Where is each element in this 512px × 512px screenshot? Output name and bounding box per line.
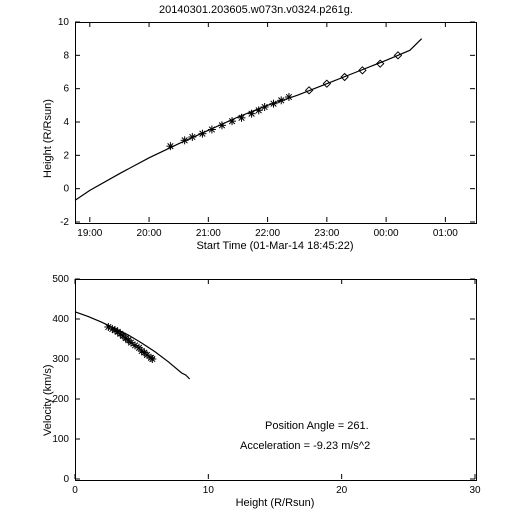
svg-text:2: 2	[63, 150, 69, 161]
svg-text:300: 300	[52, 354, 69, 365]
svg-text:20: 20	[336, 485, 348, 496]
svg-text:200: 200	[52, 394, 69, 405]
svg-text:10: 10	[203, 485, 215, 496]
svg-text:4: 4	[63, 117, 69, 128]
svg-text:19:00: 19:00	[77, 228, 102, 239]
svg-text:22:00: 22:00	[255, 228, 280, 239]
svg-text:100: 100	[52, 434, 69, 445]
svg-text:00:00: 00:00	[374, 228, 399, 239]
svg-text:20:00: 20:00	[137, 228, 162, 239]
svg-text:01:00: 01:00	[433, 228, 458, 239]
svg-text:30: 30	[469, 485, 481, 496]
svg-text:23:00: 23:00	[314, 228, 339, 239]
svg-text:-2: -2	[60, 217, 69, 228]
svg-text:0: 0	[72, 485, 78, 496]
svg-text:0: 0	[63, 184, 69, 195]
svg-text:6: 6	[63, 84, 69, 95]
svg-text:21:00: 21:00	[196, 228, 221, 239]
svg-text:500: 500	[52, 274, 69, 285]
svg-text:400: 400	[52, 314, 69, 325]
svg-text:10: 10	[58, 17, 70, 28]
chart-svg: 19:00 20:00 21:00 22:00 23:00 00:00 01:00 -2 0 2 4…	[0, 0, 512, 512]
svg-text:0: 0	[63, 474, 69, 485]
svg-text:8: 8	[63, 50, 69, 61]
